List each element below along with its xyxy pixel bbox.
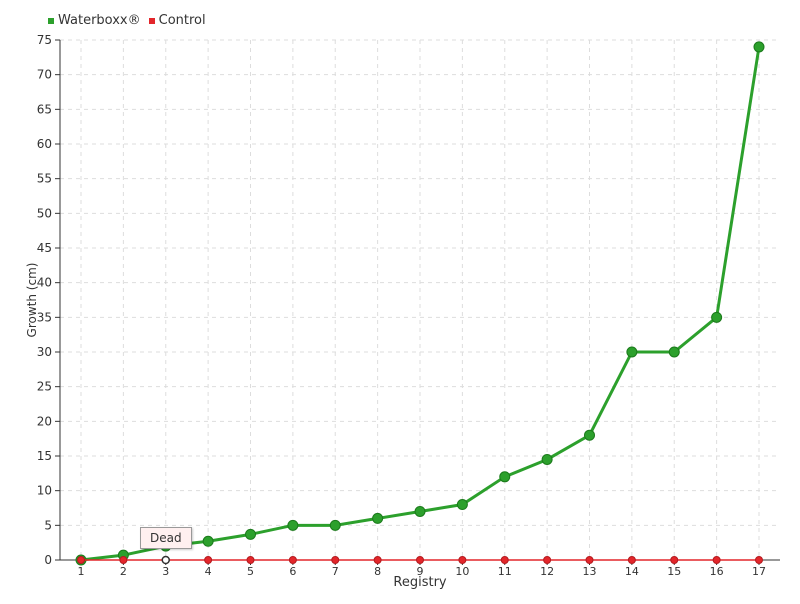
series-layer: [75, 41, 765, 566]
y-tick-label: 45: [37, 241, 52, 255]
y-tick-label: 40: [37, 276, 52, 290]
data-point-control[interactable]: [416, 556, 424, 564]
data-point-waterboxx[interactable]: [499, 471, 511, 483]
legend: Waterboxx® Control: [48, 13, 206, 28]
x-tick-label: 9: [417, 565, 424, 578]
x-tick-label: 5: [247, 565, 254, 578]
data-point-control[interactable]: [712, 556, 721, 564]
data-point-control[interactable]: [543, 556, 552, 564]
x-tick-label: 2: [120, 565, 127, 578]
y-tick-label: 65: [37, 102, 52, 116]
data-point-control[interactable]: [331, 556, 340, 564]
y-tick-label: 60: [37, 137, 52, 151]
data-point-waterboxx[interactable]: [541, 453, 553, 465]
y-tick-label: 35: [37, 310, 52, 324]
y-tick-label: 70: [37, 68, 52, 82]
data-point-control[interactable]: [458, 556, 467, 564]
data-point-waterboxx[interactable]: [372, 512, 384, 524]
x-tick-label: 13: [583, 565, 597, 578]
data-point-control[interactable]: [585, 556, 594, 564]
x-tick-label: 14: [625, 565, 639, 578]
data-point-waterboxx[interactable]: [287, 519, 299, 531]
x-tick-label: 17: [752, 565, 766, 578]
data-point-waterboxx[interactable]: [668, 346, 680, 358]
tooltip: Dead: [140, 527, 192, 549]
y-tick-label: 10: [37, 484, 52, 498]
data-point-waterboxx[interactable]: [202, 535, 214, 547]
legend-item-control[interactable]: Control: [148, 13, 206, 28]
y-tick-label: 30: [37, 345, 52, 359]
legend-label-waterboxx: Waterboxx®: [58, 13, 141, 28]
x-tick-label: 3: [162, 565, 169, 578]
x-tick-label: 1: [78, 565, 85, 578]
legend-label-control: Control: [158, 13, 206, 28]
x-tick-label: 4: [205, 565, 212, 578]
x-tick-label: 6: [289, 565, 296, 578]
data-point-control[interactable]: [204, 556, 213, 564]
legend-swatch-waterboxx: [48, 17, 54, 24]
highlighted-point[interactable]: [161, 555, 170, 565]
y-tick-label: 55: [37, 172, 52, 186]
y-tick-label: 75: [37, 33, 52, 47]
x-tick-label: 7: [332, 565, 339, 578]
data-point-waterboxx[interactable]: [711, 311, 723, 323]
x-tick-label: 16: [710, 565, 724, 578]
y-tick-label: 15: [37, 449, 52, 463]
legend-item-waterboxx[interactable]: Waterboxx®: [48, 13, 141, 28]
y-axis-label: Growth (cm): [25, 263, 39, 338]
data-point-waterboxx[interactable]: [584, 429, 595, 441]
y-tick-label: 0: [44, 553, 52, 567]
data-point-waterboxx[interactable]: [456, 499, 468, 511]
x-tick-label: 10: [455, 565, 469, 578]
data-point-waterboxx[interactable]: [414, 505, 426, 517]
data-point-control[interactable]: [373, 556, 382, 564]
y-tick-label: 25: [37, 380, 52, 394]
data-point-waterboxx[interactable]: [329, 519, 341, 531]
legend-swatch-control: [148, 17, 155, 24]
data-point-waterboxx[interactable]: [753, 41, 765, 53]
data-point-control[interactable]: [627, 556, 636, 564]
data-point-control[interactable]: [500, 556, 509, 564]
data-point-waterboxx[interactable]: [245, 528, 256, 540]
data-point-control[interactable]: [288, 556, 297, 564]
data-point-waterboxx[interactable]: [626, 346, 638, 358]
data-point-control[interactable]: [670, 556, 679, 564]
grid: [60, 39, 780, 560]
data-point-control[interactable]: [755, 556, 763, 564]
x-axis-label: Registry: [393, 575, 447, 590]
data-point-control[interactable]: [119, 556, 128, 564]
x-tick-label: 12: [540, 565, 554, 578]
y-tick-label: 5: [44, 518, 52, 532]
data-point-control[interactable]: [77, 556, 85, 564]
x-tick-label: 11: [498, 565, 512, 578]
x-tick-label: 15: [667, 565, 681, 578]
y-tick-label: 20: [37, 414, 52, 428]
data-point-control[interactable]: [246, 556, 255, 564]
y-tick-label: 50: [37, 206, 52, 220]
x-tick-label: 8: [374, 565, 381, 578]
